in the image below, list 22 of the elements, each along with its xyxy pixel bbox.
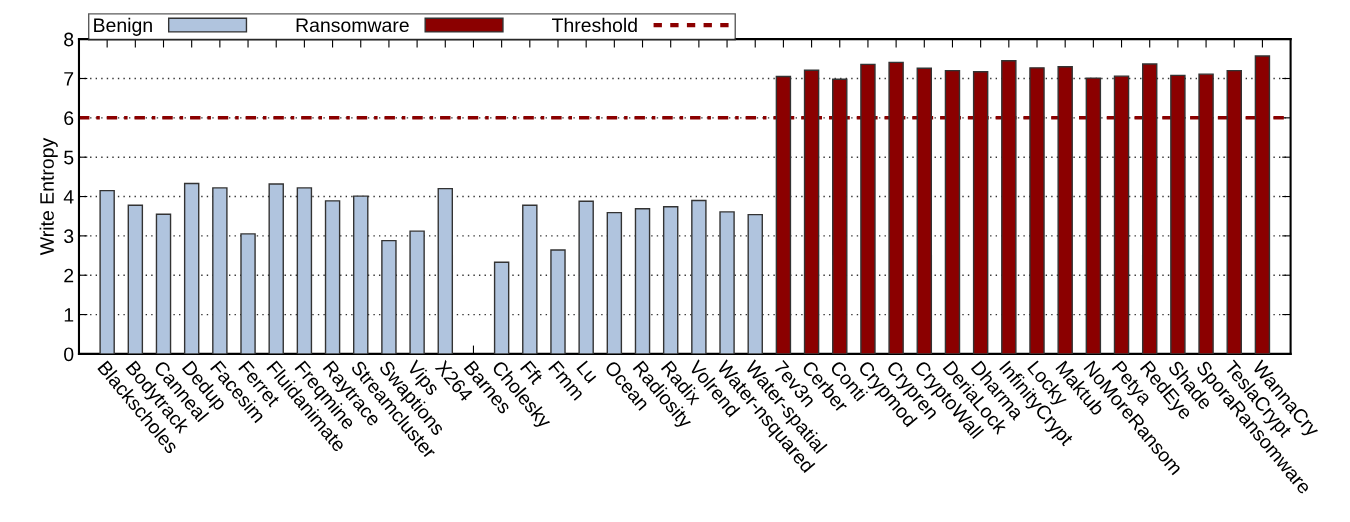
bar — [522, 204, 538, 354]
bar — [550, 249, 566, 354]
bar — [183, 182, 200, 354]
bar — [437, 187, 454, 354]
bar — [99, 189, 115, 354]
bar — [578, 200, 594, 354]
y-tick-label: 1 — [64, 308, 74, 322]
legend-label: Benign — [94, 17, 152, 36]
y-tick-label: 6 — [64, 111, 74, 126]
legend-label: Ransomware — [296, 18, 409, 33]
bar — [127, 204, 144, 354]
legend-label: Threshold — [552, 17, 637, 33]
y-tick-label: 3 — [64, 229, 74, 244]
y-tick-label: 0 — [64, 347, 74, 362]
y-tick-label: 7 — [64, 72, 74, 86]
y-tick-label: 4 — [63, 190, 74, 204]
bar — [493, 261, 510, 354]
y-tick-label: 5 — [64, 150, 74, 165]
bar — [155, 213, 172, 354]
y-tick-label: 2 — [64, 268, 74, 283]
y-axis-title: Write Entropy — [39, 137, 58, 256]
y-tick-label: 8 — [64, 32, 74, 47]
